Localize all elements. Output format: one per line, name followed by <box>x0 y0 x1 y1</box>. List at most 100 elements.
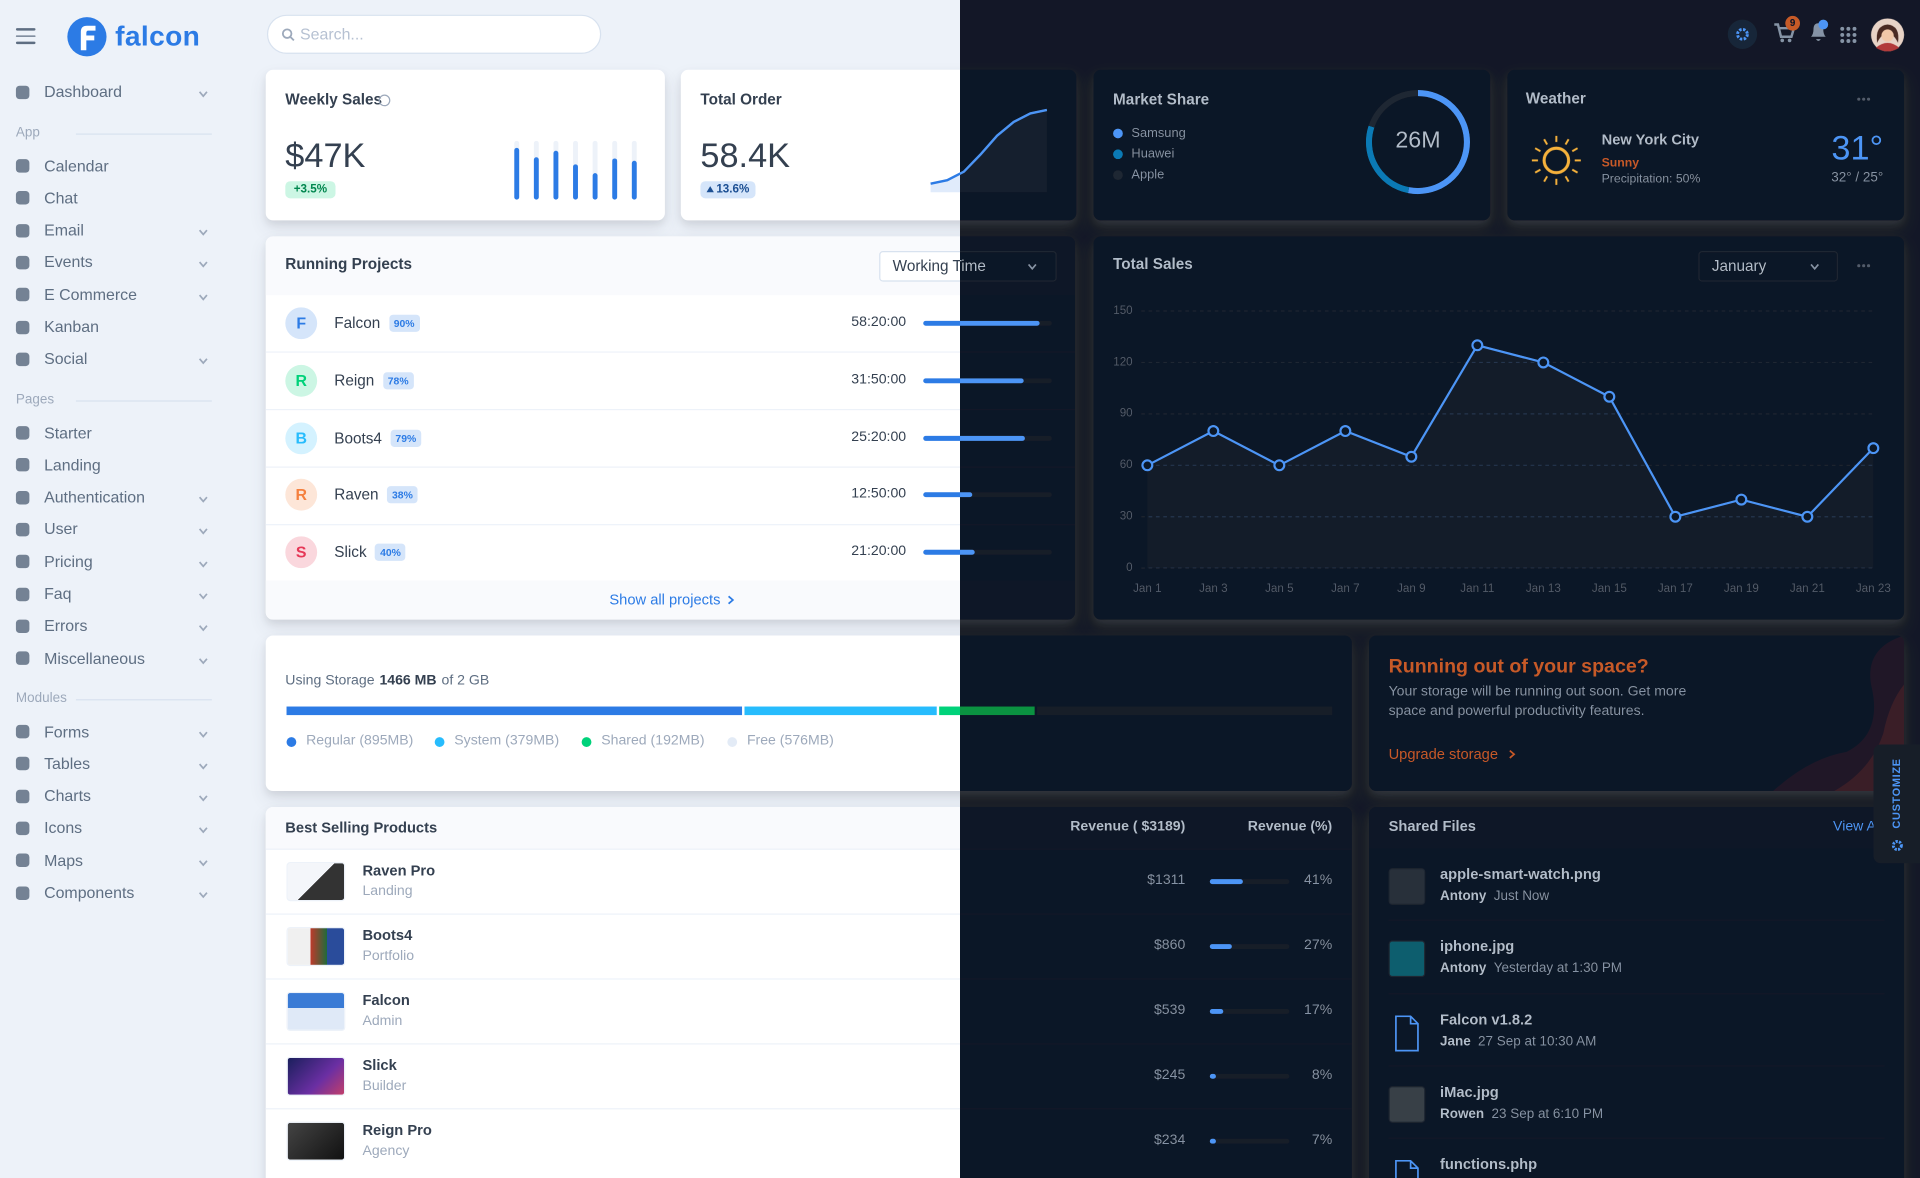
file-name[interactable]: Falcon v1.8.2 <box>1440 1010 1533 1028</box>
nav-item[interactable]: Charts <box>44 786 91 805</box>
project-name-group: Boots4 79% <box>334 429 422 447</box>
nav-item[interactable]: Miscellaneous <box>44 648 145 668</box>
nav-icon <box>15 85 30 99</box>
nav-icon <box>15 159 30 173</box>
point <box>1207 425 1220 438</box>
nav-item[interactable]: Dashboard <box>44 82 122 101</box>
legend-label: Apple <box>1131 167 1165 183</box>
row-divider <box>265 1043 1352 1045</box>
nav-item[interactable]: Tables <box>44 754 91 773</box>
nav-item[interactable]: Faq <box>44 584 72 603</box>
customize-tab[interactable]: CUSTOMIZE <box>1873 744 1920 864</box>
settings-button[interactable] <box>1727 19 1758 49</box>
bell-dot <box>1818 19 1829 30</box>
chevron-icon <box>198 795 208 802</box>
chevron-icon <box>1509 749 1516 759</box>
bar <box>514 147 520 200</box>
upgrade-link[interactable]: Upgrade storage <box>1388 745 1499 763</box>
project-initial: R <box>295 371 307 390</box>
nav-item[interactable]: User <box>44 519 78 539</box>
sun <box>1542 146 1571 175</box>
search-box[interactable]: Search... <box>266 14 602 54</box>
weather-icon <box>1531 135 1581 185</box>
row-divider <box>265 913 1352 915</box>
file-name[interactable]: iphone.jpg <box>1440 938 1515 956</box>
nav-item[interactable]: Icons <box>44 818 83 838</box>
progress-bar <box>923 435 1025 441</box>
bar <box>612 158 618 200</box>
up-arrow-shape <box>706 186 714 193</box>
legend-label: Regular (895MB) <box>306 733 414 749</box>
nav-icon <box>15 255 30 270</box>
more-icon <box>1857 97 1871 101</box>
search-icon <box>281 28 295 42</box>
nav-item[interactable]: Errors <box>44 616 88 635</box>
menu-toggle[interactable] <box>15 28 36 44</box>
product-share: 7% <box>1311 1132 1333 1148</box>
row-divider <box>265 1108 1352 1110</box>
nav-item[interactable]: Components <box>44 883 135 902</box>
file-meta: Antony Yesterday at 1:30 PM <box>1440 962 1622 977</box>
nav-item[interactable]: E Commerce <box>44 285 137 304</box>
product-name[interactable]: Slick <box>362 1056 397 1074</box>
menu-bar <box>15 34 36 37</box>
nav-item[interactable]: Events <box>44 252 93 272</box>
share-bar <box>1209 944 1232 949</box>
chevron-icon <box>198 827 208 834</box>
legend-dot <box>434 737 445 747</box>
chevron-path <box>198 625 208 632</box>
legend-dot <box>727 737 738 747</box>
nav-item[interactable]: Kanban <box>44 317 99 336</box>
card-title: Running Projects <box>285 255 413 273</box>
nav-item[interactable]: Pricing <box>44 552 93 571</box>
storage-segment <box>1037 706 1333 716</box>
share-track <box>1209 1073 1290 1079</box>
project-name-group: Falcon 90% <box>334 314 420 332</box>
nav-item[interactable]: Email <box>44 220 84 240</box>
nav-item[interactable]: Starter <box>44 423 92 442</box>
product-name[interactable]: Boots4 <box>362 926 413 944</box>
nav-icon <box>15 757 30 771</box>
nav-item[interactable]: Chat <box>44 188 78 207</box>
brand-name[interactable]: falcon <box>115 19 201 52</box>
nav-item[interactable]: Social <box>44 349 88 368</box>
x-tick-label: Jan 17 <box>1657 582 1693 596</box>
nav-item[interactable]: Landing <box>44 455 101 474</box>
file-name[interactable]: apple-smart-watch.png <box>1440 865 1601 883</box>
nav-item[interactable]: Authentication <box>44 487 145 507</box>
nav-item[interactable]: Maps <box>44 850 84 870</box>
chevron-path <box>198 763 208 770</box>
sun-ray <box>1571 168 1579 174</box>
show-all-link[interactable]: Show all projects <box>609 591 721 609</box>
product-thumbnail <box>286 926 346 967</box>
file-name[interactable]: iMac.jpg <box>1440 1083 1499 1101</box>
user-avatar[interactable] <box>1871 18 1905 52</box>
bar <box>573 164 578 200</box>
progress-bar <box>923 378 1024 384</box>
legend-label: Free (576MB) <box>746 733 834 749</box>
nav-section-divider <box>75 699 212 701</box>
filter-select[interactable]: Working Time <box>879 251 1057 282</box>
kpi-value: $47K <box>285 136 366 175</box>
file-name[interactable]: functions.php <box>1440 1155 1538 1174</box>
progress-bar <box>923 492 973 498</box>
chevron-icon <box>198 593 208 600</box>
legend-dot <box>286 737 297 747</box>
product-name[interactable]: Falcon <box>362 991 410 1009</box>
cart-count: 9 <box>1789 17 1796 29</box>
nav-item[interactable]: Calendar <box>44 156 109 175</box>
nav-item[interactable]: Forms <box>44 722 90 741</box>
nav-icon <box>15 352 30 366</box>
sun-ray <box>1571 147 1579 153</box>
change-value: +3.5% <box>293 182 328 197</box>
legend-dot <box>581 737 592 747</box>
info-icon <box>378 94 391 107</box>
notifications-button[interactable] <box>1809 19 1829 43</box>
progress-bar <box>923 320 1039 326</box>
column-header: Revenue (%) <box>1247 819 1333 835</box>
up-arrow <box>706 186 714 193</box>
apps-button[interactable] <box>1840 26 1857 43</box>
product-name[interactable]: Reign Pro <box>362 1121 432 1139</box>
product-name[interactable]: Raven Pro <box>362 861 436 879</box>
